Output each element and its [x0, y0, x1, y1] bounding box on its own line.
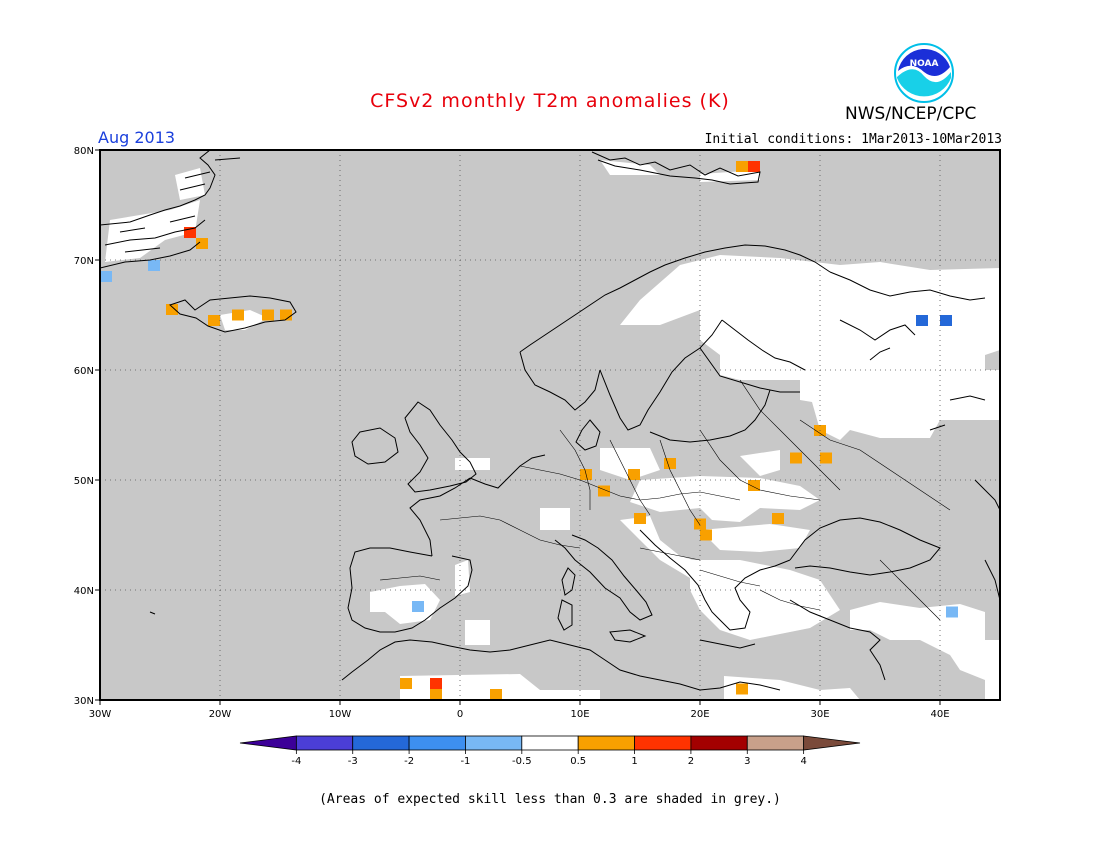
anomaly-cell [148, 260, 160, 271]
anomaly-cell [940, 315, 952, 326]
colorbar-label: -3 [348, 756, 358, 767]
colorbar-label: 1 [631, 756, 637, 767]
lon-tick-label: 10E [570, 709, 589, 720]
anomaly-cell [262, 309, 274, 321]
anomaly-cell [208, 315, 220, 326]
colorbar-swatch [634, 735, 692, 751]
lon-tick-label: 0 [457, 709, 463, 720]
lat-tick-label: 40N [74, 586, 94, 597]
colorbar-swatch [577, 735, 635, 751]
anomaly-cell [748, 161, 760, 172]
lon-tick-label: 30E [810, 709, 829, 720]
noaa-logo-icon: NOAA [894, 43, 954, 103]
anomaly-cell [490, 689, 502, 700]
colorbar-swatch [521, 735, 579, 751]
colorbar: -4 -3 -2 -1 -0.5 0.5 1 2 3 4 [239, 735, 861, 767]
map-frame [99, 149, 1001, 701]
colorbar-swatch [408, 735, 466, 751]
logo-text: NOAA [910, 59, 939, 69]
anomaly-cell [280, 309, 292, 321]
colorbar-swatch [746, 735, 805, 751]
colorbar-label: -0.5 [512, 756, 532, 767]
colorbar-label: -4 [291, 756, 301, 767]
anomaly-cell [634, 513, 646, 524]
agency-label: NWS/NCEP/CPC [845, 104, 977, 124]
colorbar-label: 3 [744, 756, 750, 767]
colorbar-swatch [352, 735, 410, 751]
anomaly-cell [772, 513, 784, 524]
anomaly-cell [820, 452, 832, 464]
map-axes: 80N 70N 60N 50N 40N 30N 30W 20W 10W 0 10E 20E 30E 40E [74, 146, 950, 720]
anomaly-cell [916, 315, 928, 326]
map-title: CFSv2 monthly T2m anomalies (K) [370, 90, 730, 112]
coastlines [100, 150, 1000, 691]
anomaly-cell [166, 304, 178, 315]
country-borders [379, 379, 951, 621]
anomaly-cell [748, 480, 760, 491]
initial-conditions: Initial conditions: 1Mar2013-10Mar2013 [704, 132, 1002, 147]
anomaly-cell [430, 689, 442, 700]
anomaly-cell [400, 678, 412, 689]
anomaly-cell [628, 469, 640, 480]
anomaly-cell [196, 238, 208, 249]
lat-tick-label: 70N [74, 256, 94, 267]
forecast-month: Aug 2013 [98, 128, 176, 147]
anomaly-cell [946, 606, 958, 618]
anomaly-cell [100, 271, 112, 282]
anomaly-cell [790, 452, 802, 464]
colorbar-label: 0.5 [570, 756, 586, 767]
anomaly-cells [100, 161, 958, 700]
lat-tick-label: 60N [74, 366, 94, 377]
anomaly-cell [736, 683, 748, 695]
anomaly-cell [736, 161, 748, 172]
lat-tick-label: 30N [74, 696, 94, 707]
lat-lon-grid [100, 150, 1000, 700]
lon-tick-label: 30W [89, 709, 112, 720]
lon-tick-label: 20W [209, 709, 232, 720]
anomaly-cell [430, 678, 442, 689]
colorbar-triangle-low [239, 735, 297, 751]
colorbar-triangle-high [803, 735, 861, 751]
lon-tick-label: 40E [930, 709, 949, 720]
lat-tick-label: 50N [74, 476, 94, 487]
colorbar-swatch [465, 735, 523, 751]
colorbar-label: 2 [688, 756, 694, 767]
colorbar-label: -1 [460, 756, 470, 767]
colorbar-swatch [690, 735, 748, 751]
anomaly-cell [232, 309, 244, 321]
lat-tick-label: 80N [74, 146, 94, 157]
lon-tick-label: 20E [690, 709, 709, 720]
anomaly-cell [700, 529, 712, 541]
anomaly-cell [694, 518, 706, 530]
colorbar-label: -2 [404, 756, 414, 767]
skill-note: (Areas of expected skill less than 0.3 a… [319, 792, 781, 807]
skill-regions [105, 160, 1000, 700]
anomaly-cell [598, 485, 610, 497]
anomaly-cell [664, 458, 676, 469]
colorbar-swatch [295, 735, 354, 751]
lon-tick-label: 10W [329, 709, 352, 720]
anomaly-cell [412, 601, 424, 612]
colorbar-label: 4 [800, 756, 806, 767]
anomaly-cell [184, 227, 196, 238]
